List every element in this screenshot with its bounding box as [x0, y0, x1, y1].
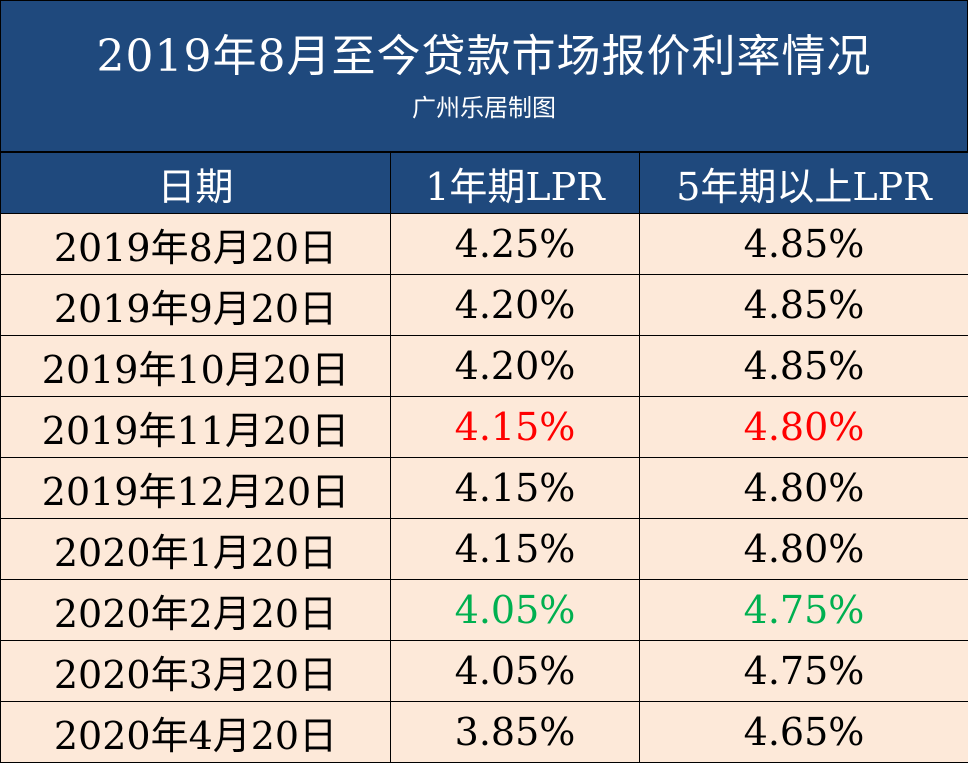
- cell-date: 2020年3月20日: [0, 640, 391, 702]
- cell-date: 2020年4月20日: [0, 701, 391, 763]
- cell-lpr-5y: 4.75%: [639, 579, 968, 641]
- table-row: 2020年1月20日 4.15% 4.80%: [0, 518, 968, 580]
- lpr-table: 日期 1年期LPR 5年期以上LPR 2019年8月20日 4.25% 4.85…: [0, 152, 968, 763]
- cell-lpr-5y: 4.80%: [639, 396, 968, 458]
- cell-lpr-5y: 4.65%: [639, 701, 968, 763]
- cell-date: 2019年8月20日: [0, 213, 391, 275]
- cell-lpr-5y: 4.80%: [639, 457, 968, 519]
- cell-lpr-5y: 4.85%: [639, 335, 968, 397]
- cell-lpr-5y: 4.85%: [639, 274, 968, 336]
- cell-lpr-1y: 4.20%: [390, 274, 640, 336]
- cell-lpr-1y: 4.15%: [390, 396, 640, 458]
- title-banner: 2019年8月至今贷款市场报价利率情况 广州乐居制图: [1, 1, 967, 151]
- table-row: 2019年10月20日 4.20% 4.85%: [0, 335, 968, 397]
- table-row: 2019年8月20日 4.25% 4.85%: [0, 213, 968, 275]
- table-row: 2020年4月20日 3.85% 4.65%: [0, 701, 968, 763]
- table-title: 2019年8月至今贷款市场报价利率情况: [96, 31, 872, 82]
- cell-date: 2019年10月20日: [0, 335, 391, 397]
- header-lpr-5y: 5年期以上LPR: [639, 152, 968, 214]
- header-date: 日期: [0, 152, 391, 214]
- cell-lpr-1y: 4.25%: [390, 213, 640, 275]
- cell-date: 2019年12月20日: [0, 457, 391, 519]
- table-credit: 广州乐居制图: [412, 94, 556, 122]
- cell-date: 2019年9月20日: [0, 274, 391, 336]
- cell-lpr-1y: 4.05%: [390, 640, 640, 702]
- cell-lpr-1y: 4.05%: [390, 579, 640, 641]
- cell-lpr-1y: 4.15%: [390, 518, 640, 580]
- cell-date: 2020年1月20日: [0, 518, 391, 580]
- header-row: 日期 1年期LPR 5年期以上LPR: [0, 152, 968, 214]
- table-row: 2020年3月20日 4.05% 4.75%: [0, 640, 968, 702]
- cell-lpr-5y: 4.75%: [639, 640, 968, 702]
- cell-lpr-5y: 4.80%: [639, 518, 968, 580]
- cell-date: 2020年2月20日: [0, 579, 391, 641]
- cell-lpr-1y: 4.20%: [390, 335, 640, 397]
- header-lpr-1y: 1年期LPR: [390, 152, 640, 214]
- table-row: 2019年12月20日 4.15% 4.80%: [0, 457, 968, 519]
- cell-lpr-1y: 4.15%: [390, 457, 640, 519]
- cell-date: 2019年11月20日: [0, 396, 391, 458]
- table-row: 2019年11月20日 4.15% 4.80%: [0, 396, 968, 458]
- table-row: 2019年9月20日 4.20% 4.85%: [0, 274, 968, 336]
- table-row: 2020年2月20日 4.05% 4.75%: [0, 579, 968, 641]
- cell-lpr-1y: 3.85%: [390, 701, 640, 763]
- cell-lpr-5y: 4.85%: [639, 213, 968, 275]
